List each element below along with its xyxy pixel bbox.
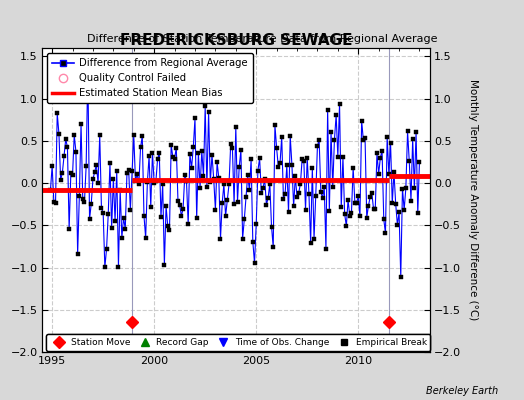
Text: Berkeley Earth: Berkeley Earth <box>425 386 498 396</box>
Y-axis label: Monthly Temperature Anomaly Difference (°C): Monthly Temperature Anomaly Difference (… <box>468 79 478 321</box>
Text: Difference of Station Temperature Data from Regional Average: Difference of Station Temperature Data f… <box>87 34 437 44</box>
Legend: Station Move, Record Gap, Time of Obs. Change, Empirical Break: Station Move, Record Gap, Time of Obs. C… <box>47 334 430 350</box>
Title: FREDERICKSBURG SEWAGE: FREDERICKSBURG SEWAGE <box>119 33 352 48</box>
